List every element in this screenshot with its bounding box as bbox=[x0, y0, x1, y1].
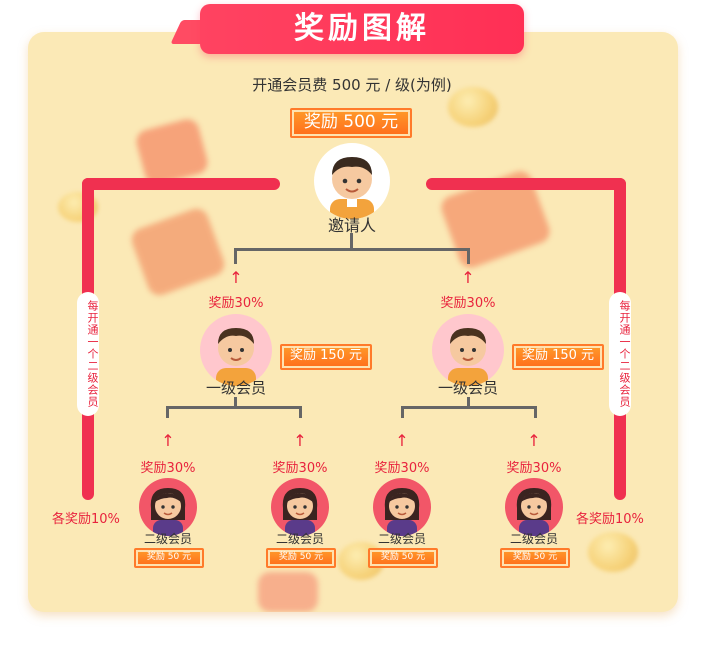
connector-line bbox=[166, 406, 302, 409]
connector-line bbox=[166, 406, 169, 418]
left-bracket-top bbox=[82, 178, 280, 190]
arrow-up-icon: ↑ bbox=[229, 268, 243, 287]
level2-label: 二级会员 bbox=[509, 532, 558, 546]
connector-line bbox=[467, 397, 470, 407]
level2-avatar bbox=[505, 478, 563, 536]
inviter-reward-badge: 奖励 500 元 bbox=[290, 108, 412, 138]
level1-percent-right: 奖励30% bbox=[440, 296, 496, 311]
level2-percent: 奖励30% bbox=[140, 461, 196, 476]
level2-label: 二级会员 bbox=[377, 532, 426, 546]
connector-line bbox=[350, 233, 353, 249]
connector-line bbox=[234, 248, 470, 251]
level2-reward-badge: 奖励 50 元 bbox=[368, 548, 438, 568]
connector-line bbox=[234, 248, 237, 264]
level2-label: 二级会员 bbox=[143, 532, 192, 546]
connector-line bbox=[401, 406, 404, 418]
arrow-up-icon: ↑ bbox=[395, 431, 409, 450]
left-each-reward: 各奖励10% bbox=[52, 512, 120, 527]
arrow-up-icon: ↑ bbox=[161, 431, 175, 450]
level2-reward-badge: 奖励 50 元 bbox=[266, 548, 336, 568]
decor-red-envelope bbox=[258, 572, 318, 612]
decor-red-envelope bbox=[133, 116, 211, 188]
connector-line bbox=[299, 406, 302, 418]
level1-avatar-left bbox=[200, 314, 272, 386]
level2-percent: 奖励30% bbox=[374, 461, 430, 476]
connector-line bbox=[467, 248, 470, 264]
arrow-up-icon: ↑ bbox=[461, 268, 475, 287]
left-vertical-note: 每开通一个二级会员 bbox=[77, 292, 99, 416]
level2-reward-badge: 奖励 50 元 bbox=[500, 548, 570, 568]
decor-red-envelope bbox=[128, 205, 228, 299]
level1-reward-badge-right: 奖励 150 元 bbox=[512, 344, 604, 370]
title-banner: 奖励图解 bbox=[200, 4, 524, 54]
level2-percent: 奖励30% bbox=[506, 461, 562, 476]
level1-percent-left: 奖励30% bbox=[208, 296, 264, 311]
arrow-up-icon: ↑ bbox=[527, 431, 541, 450]
level1-label-right: 一级会员 bbox=[437, 379, 498, 397]
level2-label: 二级会员 bbox=[275, 532, 324, 546]
level2-reward-badge: 奖励 50 元 bbox=[134, 548, 204, 568]
level1-reward-badge-left: 奖励 150 元 bbox=[280, 344, 372, 370]
right-vertical-note: 每开通一个二级会员 bbox=[609, 292, 631, 416]
decor-coin bbox=[588, 532, 638, 572]
level1-label-left: 一级会员 bbox=[205, 379, 266, 397]
decor-coin bbox=[448, 87, 498, 127]
level2-percent: 奖励30% bbox=[272, 461, 328, 476]
level2-avatar bbox=[139, 478, 197, 536]
level2-avatar bbox=[271, 478, 329, 536]
level2-avatar bbox=[373, 478, 431, 536]
inviter-label: 邀请人 bbox=[327, 216, 376, 235]
connector-line bbox=[534, 406, 537, 418]
arrow-up-icon: ↑ bbox=[293, 431, 307, 450]
right-each-reward: 各奖励10% bbox=[576, 512, 644, 527]
fee-line: 开通会员费 500 元 / 级(为例) bbox=[252, 76, 452, 94]
level1-avatar-right bbox=[432, 314, 504, 386]
connector-line bbox=[234, 397, 237, 407]
connector-line bbox=[401, 406, 537, 409]
right-bracket-top bbox=[426, 178, 626, 190]
inviter-avatar bbox=[314, 143, 390, 219]
